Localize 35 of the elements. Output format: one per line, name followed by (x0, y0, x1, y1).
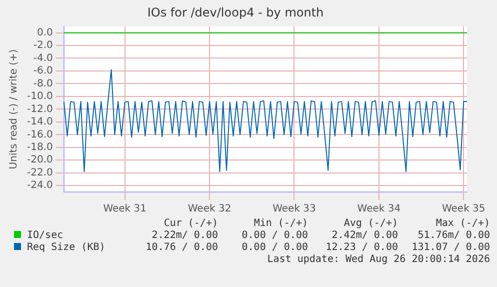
chart-title: IOs for /dev/loop4 - by month (147, 5, 324, 20)
y-tick-label: -18.0 (27, 142, 53, 154)
legend-label: Req Size (KB) (26, 242, 106, 253)
y-tick-label: -20.0 (27, 154, 53, 166)
text: 0.00 / 0.00 (242, 242, 308, 253)
y-tick-label: -6.0 (33, 66, 53, 77)
x-tick-label: Week 31 (103, 204, 147, 215)
y-tick-label: -16.0 (27, 129, 53, 140)
y-tick-label: -10.0 (27, 91, 53, 102)
y-tick-label: -24.0 (27, 180, 53, 192)
text: Avg (-/+) (344, 218, 398, 229)
text: 131.07 / 0.00 (412, 242, 490, 253)
y-tick-label: -22.0 (27, 167, 53, 178)
y-tick-label: -12.0 (27, 104, 53, 115)
y-tick-label: -2.0 (33, 40, 53, 52)
y-tick-label: -4.0 (33, 52, 53, 64)
text: Cur (-/+) (164, 218, 218, 229)
legend-label: IO/sec (26, 230, 64, 241)
x-tick-label: Week 32 (188, 204, 232, 215)
text: 10.76 / 0.00 (146, 242, 218, 253)
text: 2.42m/ 0.00 (332, 230, 398, 241)
text: Last update: Wed Aug 26 20:00:14 2026 (267, 254, 490, 265)
y-tick-label: -14.0 (27, 116, 53, 128)
x-tick-label: Week 33 (272, 204, 316, 215)
x-tick-label: Week 34 (357, 204, 401, 215)
text: 0.00 / 0.00 (242, 230, 308, 241)
x-tick-label: Week 35 (442, 204, 486, 215)
text: 2.22m/ 0.00 (152, 230, 218, 241)
text: 51.76m/ 0.00 (418, 230, 490, 241)
y-axis-title: Units read (-) / write (+) (8, 49, 20, 170)
text: 12.23 / 0.00 (326, 242, 398, 253)
y-tick-label: -8.0 (33, 78, 53, 90)
text: Max (-/+) (436, 218, 490, 229)
text: Min (-/+) (254, 218, 308, 229)
y-tick-label: 0.0 (36, 27, 53, 38)
